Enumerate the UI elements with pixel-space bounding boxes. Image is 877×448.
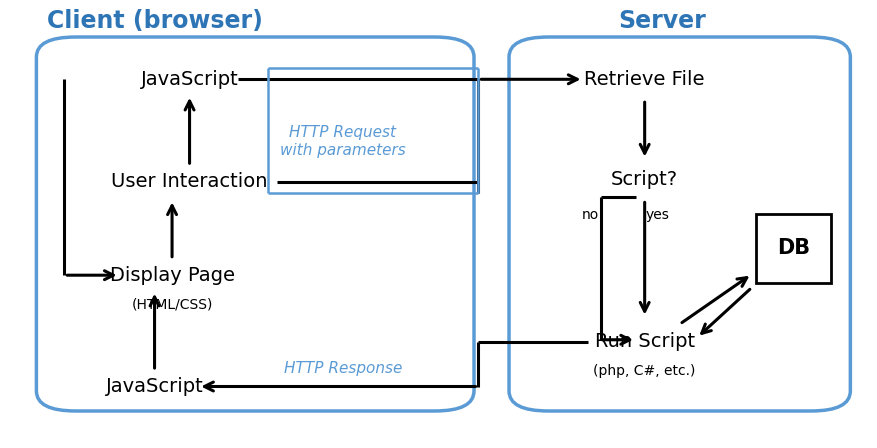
FancyBboxPatch shape [755,214,830,283]
Text: Display Page: Display Page [110,266,234,284]
Text: Run Script: Run Script [594,332,694,352]
Text: (php, C#, etc.): (php, C#, etc.) [593,364,695,378]
Text: no: no [581,208,598,222]
Text: Script?: Script? [610,170,677,189]
Text: Client (browser): Client (browser) [46,9,262,34]
Text: User Interaction: User Interaction [111,172,267,191]
Text: yes: yes [645,208,669,222]
Text: HTTP Request
with parameters: HTTP Request with parameters [280,125,405,158]
Text: (HTML/CSS): (HTML/CSS) [132,297,212,311]
Text: Retrieve File: Retrieve File [584,70,704,89]
Text: DB: DB [776,238,809,258]
Text: JavaScript: JavaScript [105,377,203,396]
Text: HTTP Response: HTTP Response [283,361,402,376]
Text: Server: Server [617,9,705,34]
Text: JavaScript: JavaScript [140,70,239,89]
